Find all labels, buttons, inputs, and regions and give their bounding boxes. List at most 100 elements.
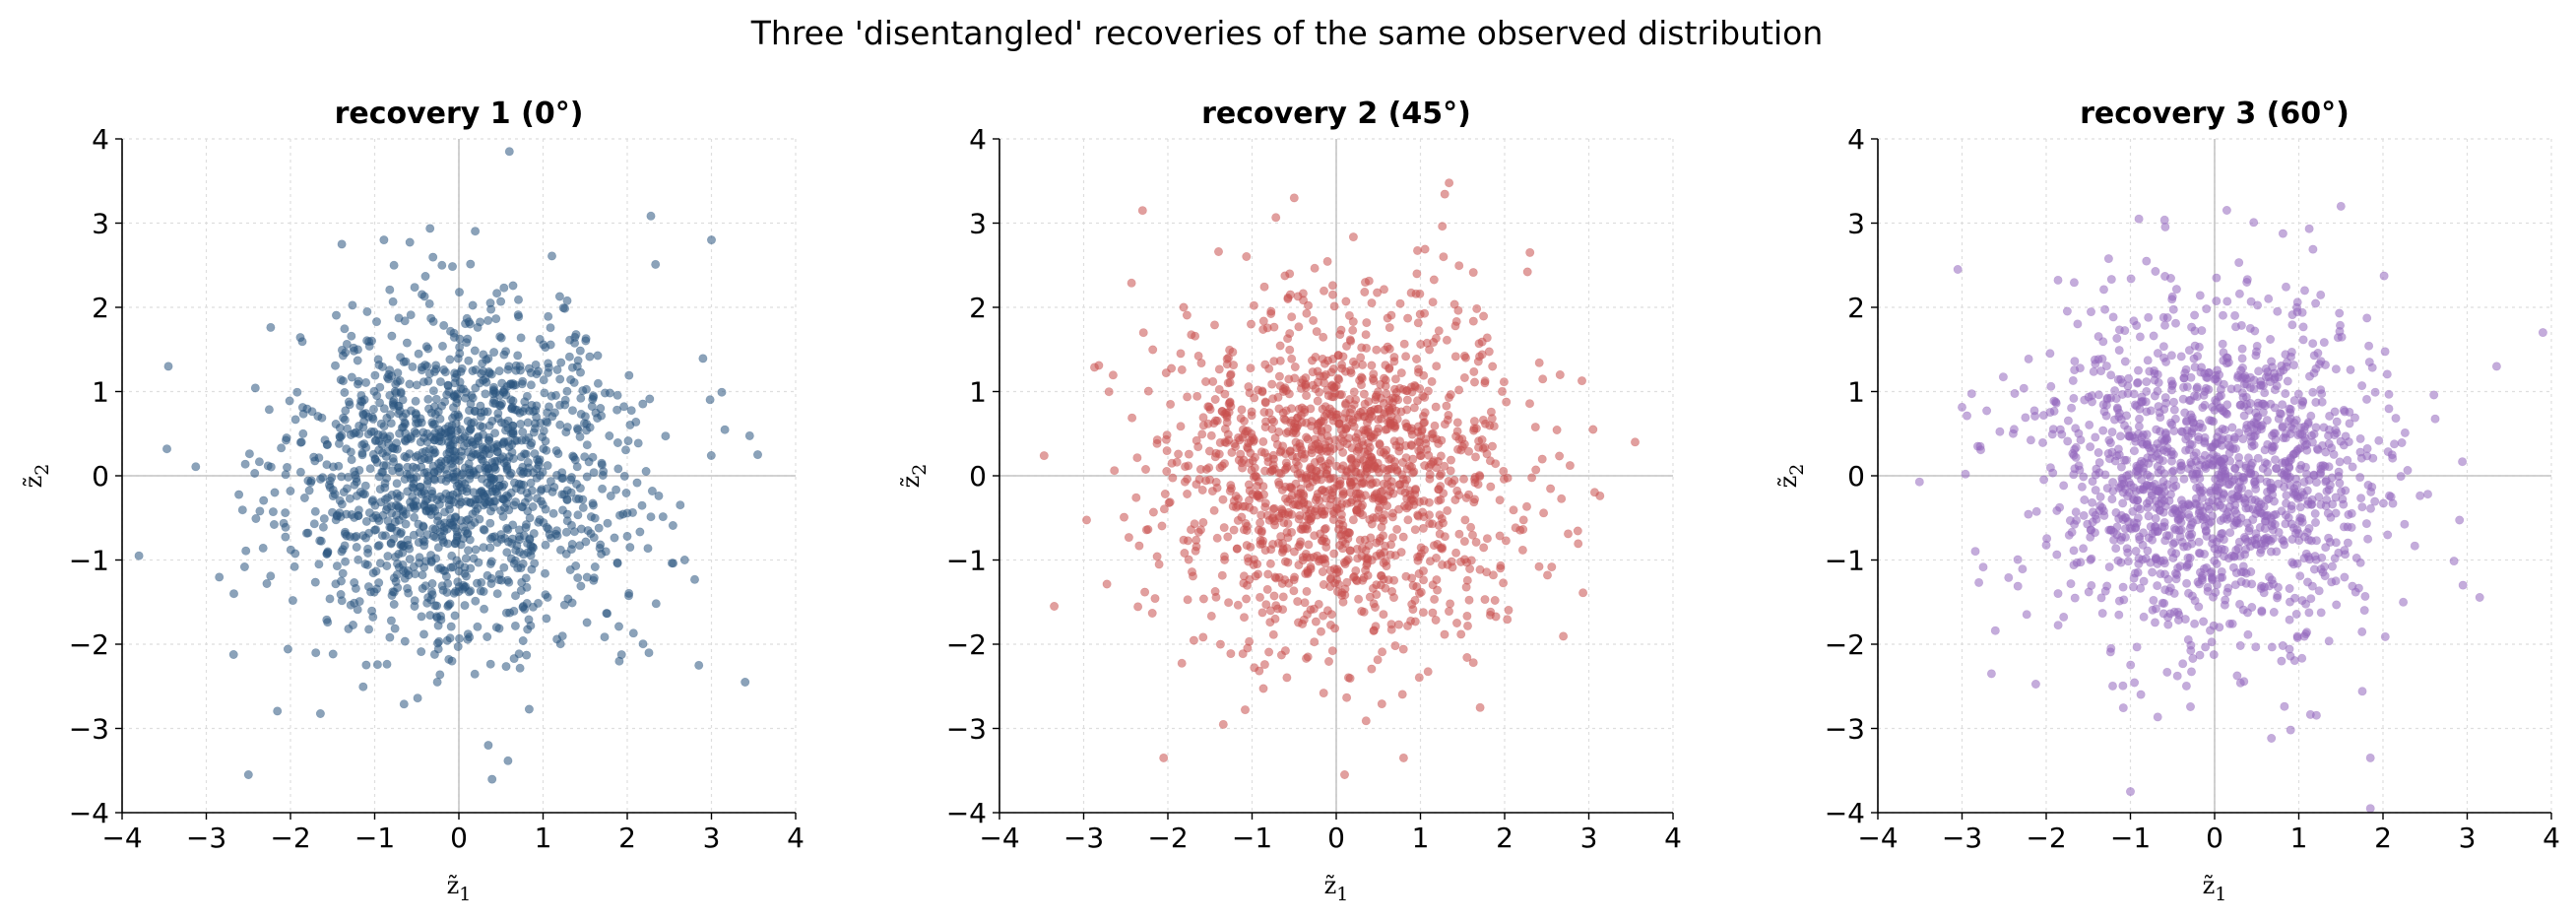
scatter-point [570,338,580,348]
scatter-point [2288,560,2298,569]
scatter-point [485,518,495,528]
scatter-point [283,644,292,654]
scatter-point [1351,489,1361,498]
scatter-point [523,418,533,428]
scatter-point [2458,457,2468,467]
scatter-point [1349,477,1359,487]
scatter-point [689,574,699,584]
scatter-point [1440,189,1449,199]
scatter-point [485,559,495,568]
scatter-point [435,670,445,680]
scatter-point [2281,389,2290,399]
scatter-point [597,458,607,468]
scatter-point [2361,519,2371,529]
scatter-point [1094,361,1104,370]
scatter-point [412,380,421,390]
scatter-point [452,369,462,379]
scatter-point [2386,492,2396,501]
scatter-point [1318,566,1327,576]
scatter-point [1961,469,1970,479]
scatter-point [588,452,598,462]
scatter-point [597,411,607,421]
scatter-point [472,578,482,588]
scatter-point [1082,515,1092,525]
scatter-point [2138,555,2148,564]
scatter-point [1416,339,1426,349]
scatter-point [310,456,320,466]
scatter-point [1245,486,1255,495]
scatter-point [1237,405,1247,415]
scatter-point [1425,474,1435,484]
scatter-point [2101,411,2111,421]
scatter-point [706,450,716,460]
scatter-point [2108,312,2118,322]
scatter-point [2334,467,2344,477]
scatter-point [254,457,264,467]
scatter-point [448,446,458,456]
scatter-point [518,635,528,645]
scatter-point [496,399,506,409]
scatter-point [1394,480,1404,490]
scatter-point [2091,510,2100,520]
scatter-point [418,570,427,580]
scatter-point [390,624,400,633]
scatter-point [2132,642,2142,652]
scatter-point [366,336,376,346]
scatter-point [2251,642,2261,652]
scatter-point [487,774,497,784]
scatter-point [2139,612,2149,622]
scatter-point [2225,528,2235,538]
scatter-point [2079,510,2089,520]
scatter-point [1914,477,1924,487]
scatter-point [439,320,449,330]
scatter-point [2135,414,2145,424]
scatter-point [322,615,332,625]
scatter-point [505,470,515,480]
scatter-point [2039,475,2049,485]
scatter-point [239,561,249,571]
scatter-point [1134,541,1144,551]
scatter-point [637,500,647,510]
scatter-point [1275,341,1285,351]
x-tick-label: 0 [1327,822,1345,854]
scatter-point [2148,567,2157,577]
scatter-point [563,594,573,604]
scatter-point [405,379,415,389]
scatter-point [1137,206,1147,216]
scatter-point [1361,428,1371,438]
scatter-point [1176,349,1186,359]
scatter-point [290,561,299,571]
scatter-point [2279,536,2288,546]
y-tick-label: 2 [1847,292,1865,324]
scatter-point [1486,482,1496,492]
scatter-point [562,509,572,519]
scatter-point [1498,386,1508,396]
y-tick-label: −2 [946,628,987,661]
scatter-point [371,525,381,535]
scatter-point [331,310,341,320]
scatter-point [1210,320,1220,330]
scatter-point [2207,637,2217,647]
scatter-point [1211,592,1221,602]
scatter-point [1346,497,1356,507]
scatter-point [1371,622,1381,631]
scatter-point [2179,474,2189,484]
scatter-point [1328,506,1338,516]
scatter-point [485,506,495,516]
scatter-point [698,354,708,363]
scatter-point [1211,448,1221,458]
scatter-point [374,360,384,369]
scatter-point [578,386,588,396]
scatter-point [240,459,250,469]
scatter-point [1194,475,1204,485]
scatter-point [464,356,474,365]
scatter-point [506,395,516,405]
scatter-point [430,601,440,611]
scatter-point [1269,591,1279,601]
scatter-point [1302,391,1312,401]
scatter-point [1631,437,1641,447]
scatter-point [541,540,550,550]
scatter-point [413,693,422,703]
scatter-point [2153,486,2162,495]
scatter-point [2248,515,2258,525]
